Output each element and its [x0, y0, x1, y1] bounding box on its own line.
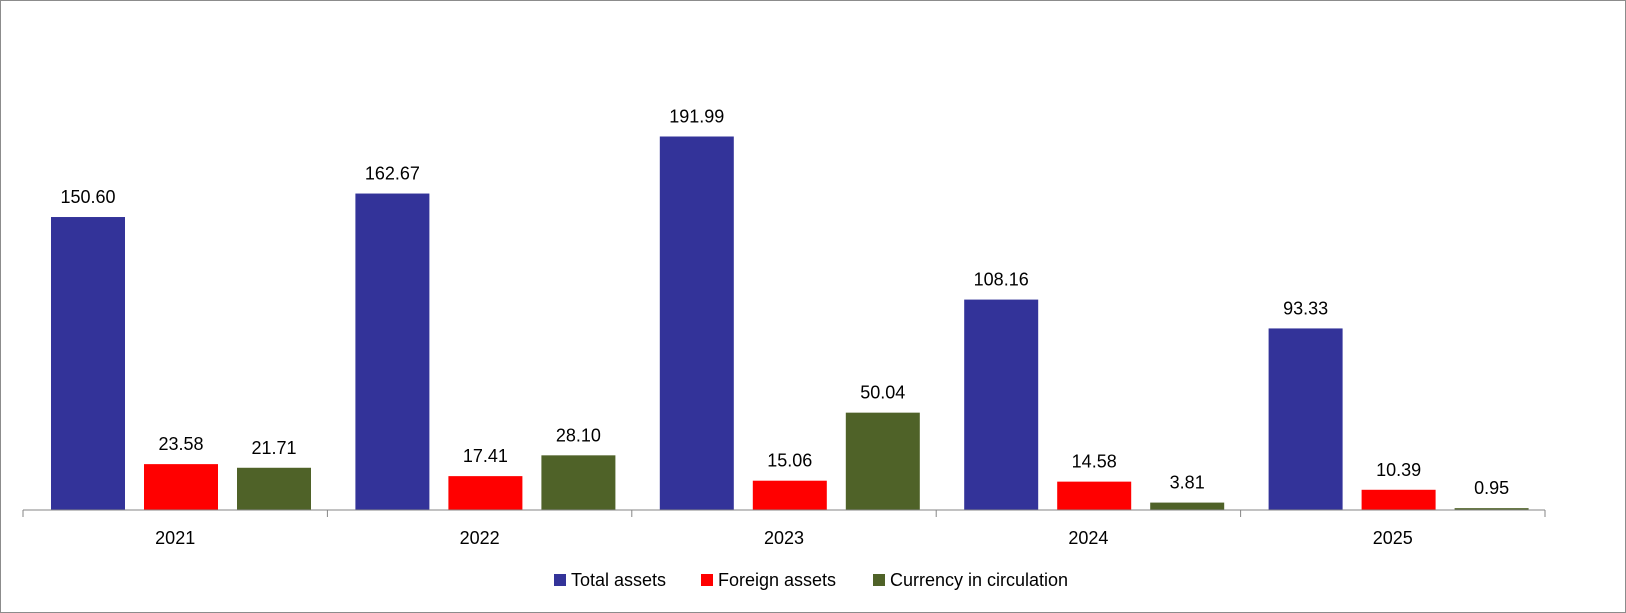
data-label: 3.81 [1170, 473, 1205, 493]
data-label: 17.41 [463, 446, 508, 466]
x-axis: 2021 2022 2023 2024 2025 [22, 509, 1546, 548]
bar-total-assets-2025 [1268, 328, 1343, 510]
value-labels-layer: 150.60 162.67 191.99 108.16 93.33 23.58 17.41 1… [60, 107, 1509, 499]
bar-currency-in-circulation-2022 [541, 455, 616, 510]
bar-foreign-assets-2022 [448, 476, 523, 510]
data-label: 93.33 [1283, 298, 1328, 318]
data-label: 15.06 [767, 451, 812, 471]
legend-swatch-total-assets [554, 574, 566, 586]
data-label: 162.67 [365, 164, 420, 184]
x-tick-label: 2022 [460, 528, 500, 548]
x-tick-label: 2023 [764, 528, 804, 548]
bar-currency-in-circulation-2025 [1454, 508, 1529, 510]
legend: Total assets Foreign assets Currency in ci… [554, 570, 1068, 590]
data-label: 23.58 [158, 434, 203, 454]
data-label: 10.39 [1376, 460, 1421, 480]
legend-label: Currency in circulation [890, 570, 1068, 590]
data-label: 50.04 [860, 383, 905, 403]
bar-foreign-assets-2024 [1057, 481, 1132, 510]
legend-label: Foreign assets [718, 570, 836, 590]
bar-total-assets-2023 [659, 136, 734, 510]
legend-swatch-currency-in-circulation [873, 574, 885, 586]
legend-label: Total assets [571, 570, 666, 590]
bar-currency-in-circulation-2023 [845, 412, 920, 510]
x-tick-label: 2021 [155, 528, 195, 548]
bar-total-assets-2024 [964, 299, 1039, 510]
bar-foreign-assets-2021 [144, 464, 218, 510]
data-label: 108.16 [974, 270, 1029, 290]
data-label: 14.58 [1072, 452, 1117, 472]
bar-foreign-assets-2023 [752, 480, 827, 510]
legend-swatch-foreign-assets [701, 574, 713, 586]
data-label: 28.10 [556, 425, 601, 445]
bar-total-assets-2021 [51, 217, 125, 510]
x-tick-label: 2024 [1068, 528, 1108, 548]
bar-total-assets-2022 [355, 193, 430, 510]
x-tick-label: 2025 [1373, 528, 1413, 548]
bars-layer [51, 136, 1529, 510]
data-label: 0.95 [1474, 478, 1509, 498]
bar-foreign-assets-2025 [1361, 489, 1436, 510]
data-label: 150.60 [60, 187, 115, 207]
data-label: 191.99 [669, 107, 724, 127]
bar-currency-in-circulation-2021 [237, 467, 311, 510]
bar-currency-in-circulation-2024 [1150, 502, 1225, 510]
data-label: 21.71 [251, 438, 296, 458]
